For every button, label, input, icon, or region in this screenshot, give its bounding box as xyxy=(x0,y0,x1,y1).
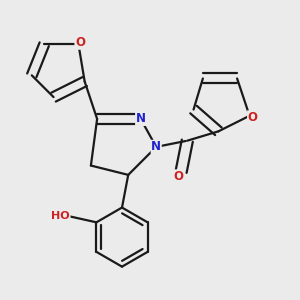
Text: O: O xyxy=(173,170,183,183)
Text: N: N xyxy=(136,112,146,125)
Text: O: O xyxy=(248,111,258,124)
Text: N: N xyxy=(151,140,161,153)
Text: O: O xyxy=(75,36,85,49)
Text: HO: HO xyxy=(51,211,70,221)
